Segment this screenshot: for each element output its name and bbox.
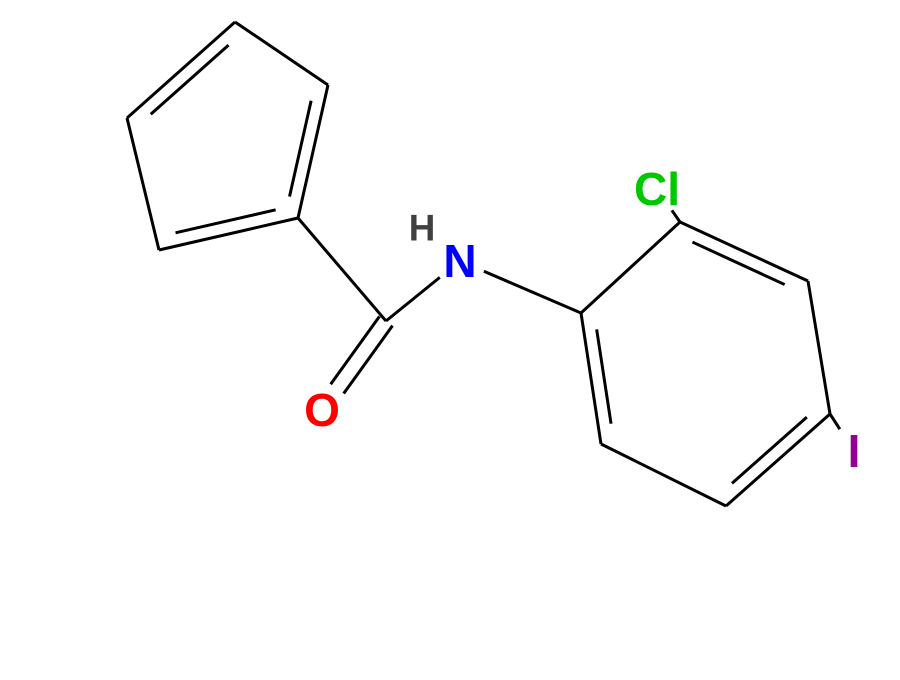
molecule-canvas: O NH Cl I [0,0,900,680]
atom-label-N: N [443,235,476,287]
background [0,0,900,680]
atom-label-I: I [848,425,861,477]
atom-label-H: H [409,208,436,249]
atom-label-Cl: Cl [634,163,680,215]
atom-label-O: O [304,384,340,436]
